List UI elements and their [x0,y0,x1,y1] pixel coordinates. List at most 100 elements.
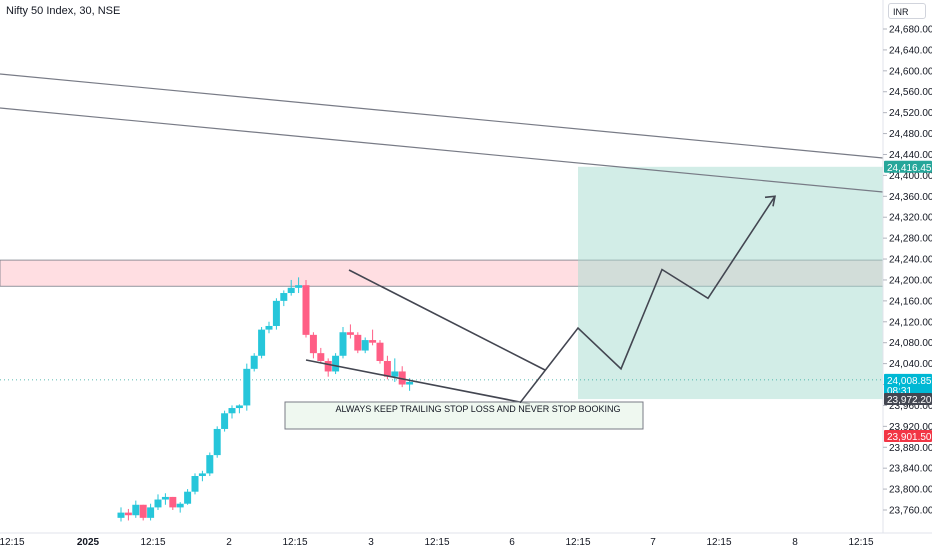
target-zone [578,166,883,400]
y-tick-label: 24,240.00 [889,255,932,266]
y-tick-label: 24,520.00 [889,108,932,119]
candle [221,410,229,432]
candle [295,277,303,294]
candle-body [324,360,332,372]
candle-body [272,300,280,326]
candle-body [117,512,125,518]
x-tick-label: 6 [509,537,515,548]
candle-body [154,499,162,508]
x-tick-label: 12:15 [565,537,590,548]
x-tick-label: 7 [650,537,656,548]
wedge-top-line [348,269,546,371]
candle-body [176,503,184,508]
candle-body [250,355,258,369]
candle [250,353,258,372]
candle-body [295,285,303,288]
trendline-upper [0,73,884,159]
candle-body [332,355,340,372]
trendline-lower [0,107,884,193]
candle [176,502,184,513]
candle-body [369,340,377,343]
candle [147,503,155,521]
candle [398,366,406,388]
candle [309,332,317,359]
price-tag-bg [884,393,932,406]
candle-body [354,334,362,351]
candle-body [206,455,214,474]
y-tick-label: 23,880.00 [889,443,932,454]
y-tick-label: 24,040.00 [889,359,932,370]
candle [354,332,362,354]
candle-body [228,408,236,414]
candle-body [184,491,192,504]
candle-body [147,507,155,518]
symbol-title[interactable]: Nifty 50 Index, 30, NSE [6,5,121,17]
candle [213,426,221,458]
candle [124,508,132,521]
candle-body [309,334,317,354]
x-tick-label: 8 [792,537,798,548]
price-tag-bg [884,430,932,443]
candle-body [235,405,243,409]
candle-body [339,332,347,356]
price-tag-label: 23,972.20 [887,395,932,406]
candle-body [398,371,406,385]
candle-body [376,342,384,361]
candle-body [361,340,369,351]
x-tick-label: 12:15 [140,537,165,548]
candle-body [302,285,310,335]
candle [361,337,369,354]
candle [161,493,169,505]
y-tick-label: 23,920.00 [889,422,932,433]
price-tag: 24,416.45 [884,160,932,174]
candle [206,452,214,477]
candle-body [139,504,147,518]
candle-body [213,428,221,456]
candle [235,404,243,414]
x-tick-label: 12:15 [424,537,449,548]
candle [243,363,251,411]
projection-arrowhead [764,195,776,207]
y-tick-label: 24,440.00 [889,150,932,161]
candle [376,340,384,364]
candle [339,327,347,359]
candle [169,496,177,510]
annotation-text: ALWAYS KEEP TRAILING STOP LOSS AND NEVER… [336,404,621,414]
y-tick-label: 23,840.00 [889,464,932,475]
y-tick-label: 24,200.00 [889,275,932,286]
wedge-bottom-line [305,359,531,405]
candle [132,500,140,518]
x-tick-label: 2 [226,537,232,548]
x-tick-label: 2025 [77,537,100,548]
price-tag-label: 24,008.85 [887,376,932,387]
candle [346,324,354,339]
candle [317,347,325,364]
x-tick-label: 12:15 [0,537,25,548]
candle-body [258,329,266,356]
candle-body [317,353,325,361]
currency-label[interactable]: INR [888,3,926,19]
y-tick-label: 23,960.00 [889,401,932,412]
y-tick-label: 24,160.00 [889,296,932,307]
candle-body [280,293,288,301]
candle [272,298,280,330]
y-tick-label: 24,400.00 [889,171,932,182]
candle-body [198,473,206,477]
candle-body [346,332,354,335]
candle [280,290,288,307]
annotation-box [284,401,644,430]
candle [117,507,125,522]
candle [154,494,162,510]
price-tag-bg [884,160,932,173]
price-tag: 23,901.50 [884,430,932,443]
candle-body [265,325,273,330]
candle [369,329,377,346]
candle [265,321,273,334]
candle-body [391,371,399,377]
y-tick-label: 23,760.00 [889,506,932,517]
x-tick-label: 3 [368,537,374,548]
candle-body [383,360,391,377]
candle [228,405,236,419]
